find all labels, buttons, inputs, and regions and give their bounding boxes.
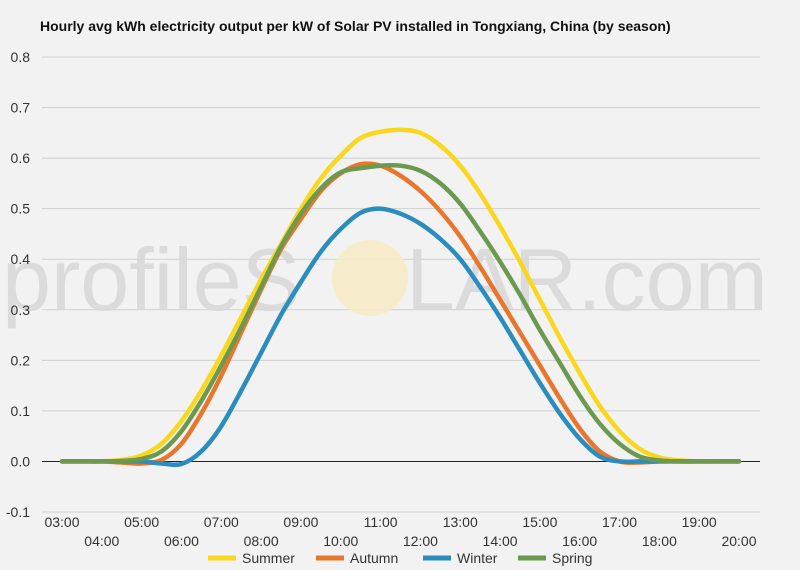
x-tick-label: 16:00 [562,533,597,549]
chart-title: Hourly avg kWh electricity output per kW… [40,18,671,34]
legend-label-spring: Spring [552,550,592,566]
x-tick-label: 09:00 [283,514,318,530]
y-tick-label: 0.6 [11,150,31,166]
legend-label-summer: Summer [242,550,295,566]
y-tick-label: 0.5 [11,201,31,217]
y-tick-label: 0.7 [11,100,31,116]
series-line-spring [59,162,742,464]
gridlines [42,56,760,513]
y-tick-label: 0.2 [11,352,31,368]
y-tick-label: 0.3 [11,302,31,318]
legend-label-autumn: Autumn [350,550,398,566]
y-tick-label: -0.1 [6,504,30,520]
y-axis: -0.1 0.0 0.1 0.2 0.3 0.4 0.5 0.6 0.7 0.8 [6,49,30,520]
legend: Summer Autumn Winter Spring [208,550,592,566]
x-tick-label: 08:00 [244,533,279,549]
y-tick-label: 0.0 [11,453,31,469]
x-tick-label: 18:00 [642,533,677,549]
watermark-logo: profileS LAR.com [2,230,768,329]
y-tick-label: 0.1 [11,403,31,419]
legend-label-winter: Winter [457,550,498,566]
x-tick-label: 17:00 [602,514,637,530]
series-lines [59,127,742,468]
watermark-text-left: profileS [2,230,300,329]
x-tick-label: 13:00 [443,514,478,530]
x-tick-label: 03:00 [44,514,79,530]
x-tick-label: 07:00 [204,514,239,530]
x-tick-label: 06:00 [164,533,199,549]
x-tick-label: 14:00 [483,533,518,549]
series-line-summer [59,127,742,464]
watermark-sun-icon [332,240,408,316]
x-tick-label: 15:00 [522,514,557,530]
y-tick-label: 0.4 [11,251,31,267]
x-tick-label: 10:00 [323,533,358,549]
x-tick-label: 04:00 [84,533,119,549]
watermark-text-right: LAR.com [406,230,768,329]
x-tick-label: 12:00 [403,533,438,549]
series-line-winter [59,206,742,468]
y-tick-label: 0.8 [11,49,31,65]
x-tick-label: 05:00 [124,514,159,530]
x-tick-label: 20:00 [721,533,756,549]
x-tick-label: 19:00 [682,514,717,530]
x-tick-label: 11:00 [364,514,398,530]
